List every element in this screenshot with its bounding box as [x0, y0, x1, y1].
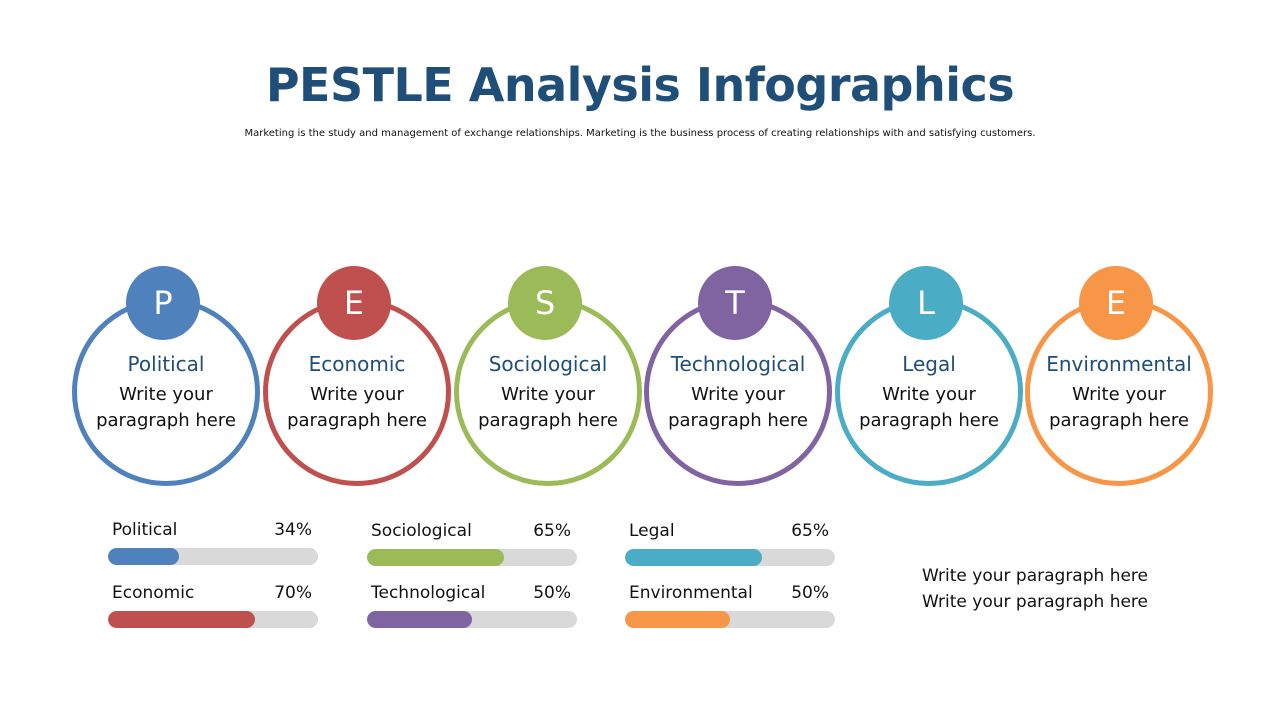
- circle-text: Write your paragraph here: [287, 384, 427, 431]
- circle-title: Economic: [308, 352, 406, 376]
- progress-fill: [108, 548, 180, 565]
- letter-badge: S: [508, 266, 582, 340]
- bar-legal: Legal 65%: [625, 521, 837, 577]
- bar-technological: Technological 50%: [367, 583, 579, 639]
- bar-label: Sociological: [371, 521, 472, 541]
- bar-percent: 65%: [791, 521, 829, 541]
- circle-text: Write your paragraph here: [1049, 384, 1189, 431]
- bar-label: Environmental: [629, 583, 753, 603]
- circle-ring: [644, 298, 832, 486]
- bar-environmental: Environmental 50%: [625, 583, 837, 639]
- bar-label: Legal: [629, 521, 675, 541]
- circle-technological: T Technological Write your paragraph her…: [642, 266, 832, 486]
- letter-badge: T: [698, 266, 772, 340]
- bar-label: Political: [112, 520, 178, 540]
- page-title: PESTLE Analysis Infographics: [265, 58, 1015, 112]
- letter-badge: P: [126, 266, 200, 340]
- progress-fill: [367, 549, 504, 566]
- bar-economic: Economic 70%: [108, 583, 320, 639]
- letter-badge: E: [317, 266, 391, 340]
- circle-title: Sociological: [488, 352, 608, 376]
- letter-badge: L: [889, 266, 963, 340]
- bar-percent: 70%: [274, 583, 312, 603]
- bar-percent: 50%: [791, 583, 829, 603]
- circle-economic: E Economic Write your paragraph here: [261, 266, 451, 486]
- circle-text: Write your paragraph here: [478, 384, 618, 431]
- circle-text: Write your paragraph here: [859, 384, 999, 431]
- side-note: Write your paragraph here Write your par…: [922, 563, 1222, 615]
- progress-track: [625, 549, 835, 566]
- bar-percent: 50%: [533, 583, 571, 603]
- circle-title: Political: [127, 352, 205, 376]
- progress-track: [367, 611, 577, 628]
- bar-label: Technological: [371, 583, 486, 603]
- bar-label: Economic: [112, 583, 195, 603]
- circle-title: Environmental: [1046, 352, 1192, 376]
- progress-track: [108, 548, 318, 565]
- circle-legal: L Legal Write your paragraph here: [833, 266, 1023, 486]
- progress-fill: [625, 549, 762, 566]
- letter-badge: E: [1079, 266, 1153, 340]
- bar-political: Political 34%: [108, 520, 320, 576]
- bar-percent: 34%: [274, 520, 312, 540]
- circle-title: Legal: [902, 352, 956, 376]
- bar-percent: 65%: [533, 521, 571, 541]
- progress-fill: [367, 611, 472, 628]
- progress-fill: [108, 611, 255, 628]
- circle-sociological: S Sociological Write your paragraph here: [452, 266, 642, 486]
- circle-text: Write your paragraph here: [96, 384, 236, 431]
- circle-title: Technological: [670, 352, 806, 376]
- bar-sociological: Sociological 65%: [367, 521, 579, 577]
- progress-track: [367, 549, 577, 566]
- circle-political: P Political Write your paragraph here: [70, 266, 260, 486]
- circle-environmental: E Environmental Write your paragraph her…: [1023, 266, 1213, 486]
- progress-fill: [625, 611, 730, 628]
- circle-ring: [835, 298, 1023, 486]
- progress-track: [108, 611, 318, 628]
- progress-track: [625, 611, 835, 628]
- circle-text: Write your paragraph here: [668, 384, 808, 431]
- side-note-line: Write your paragraph here: [922, 592, 1149, 612]
- page-subtitle: Marketing is the study and management of…: [244, 128, 1036, 139]
- side-note-line: Write your paragraph here: [922, 566, 1149, 586]
